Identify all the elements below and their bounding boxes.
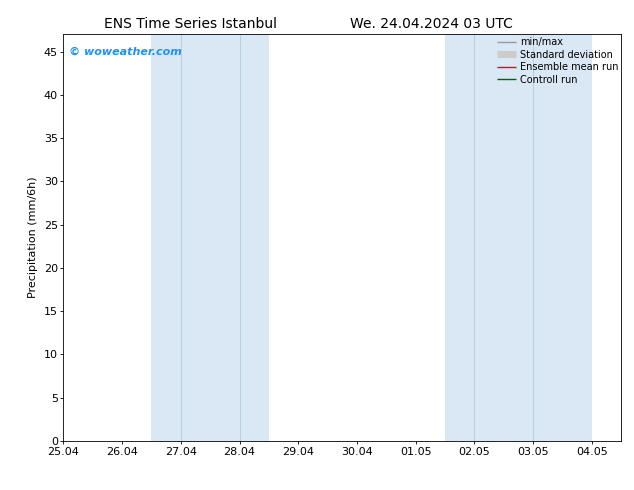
Text: We. 24.04.2024 03 UTC: We. 24.04.2024 03 UTC [350, 17, 512, 31]
Bar [445, 34, 592, 441]
Y-axis label: Precipitation (mm/6h): Precipitation (mm/6h) [28, 177, 38, 298]
Bar [152, 34, 269, 441]
Text: ENS Time Series Istanbul: ENS Time Series Istanbul [104, 17, 276, 31]
Legend: min/max, Standard deviation, Ensemble mean run, Controll run: min/max, Standard deviation, Ensemble me… [495, 35, 620, 86]
Text: © woweather.com: © woweather.com [69, 47, 182, 56]
